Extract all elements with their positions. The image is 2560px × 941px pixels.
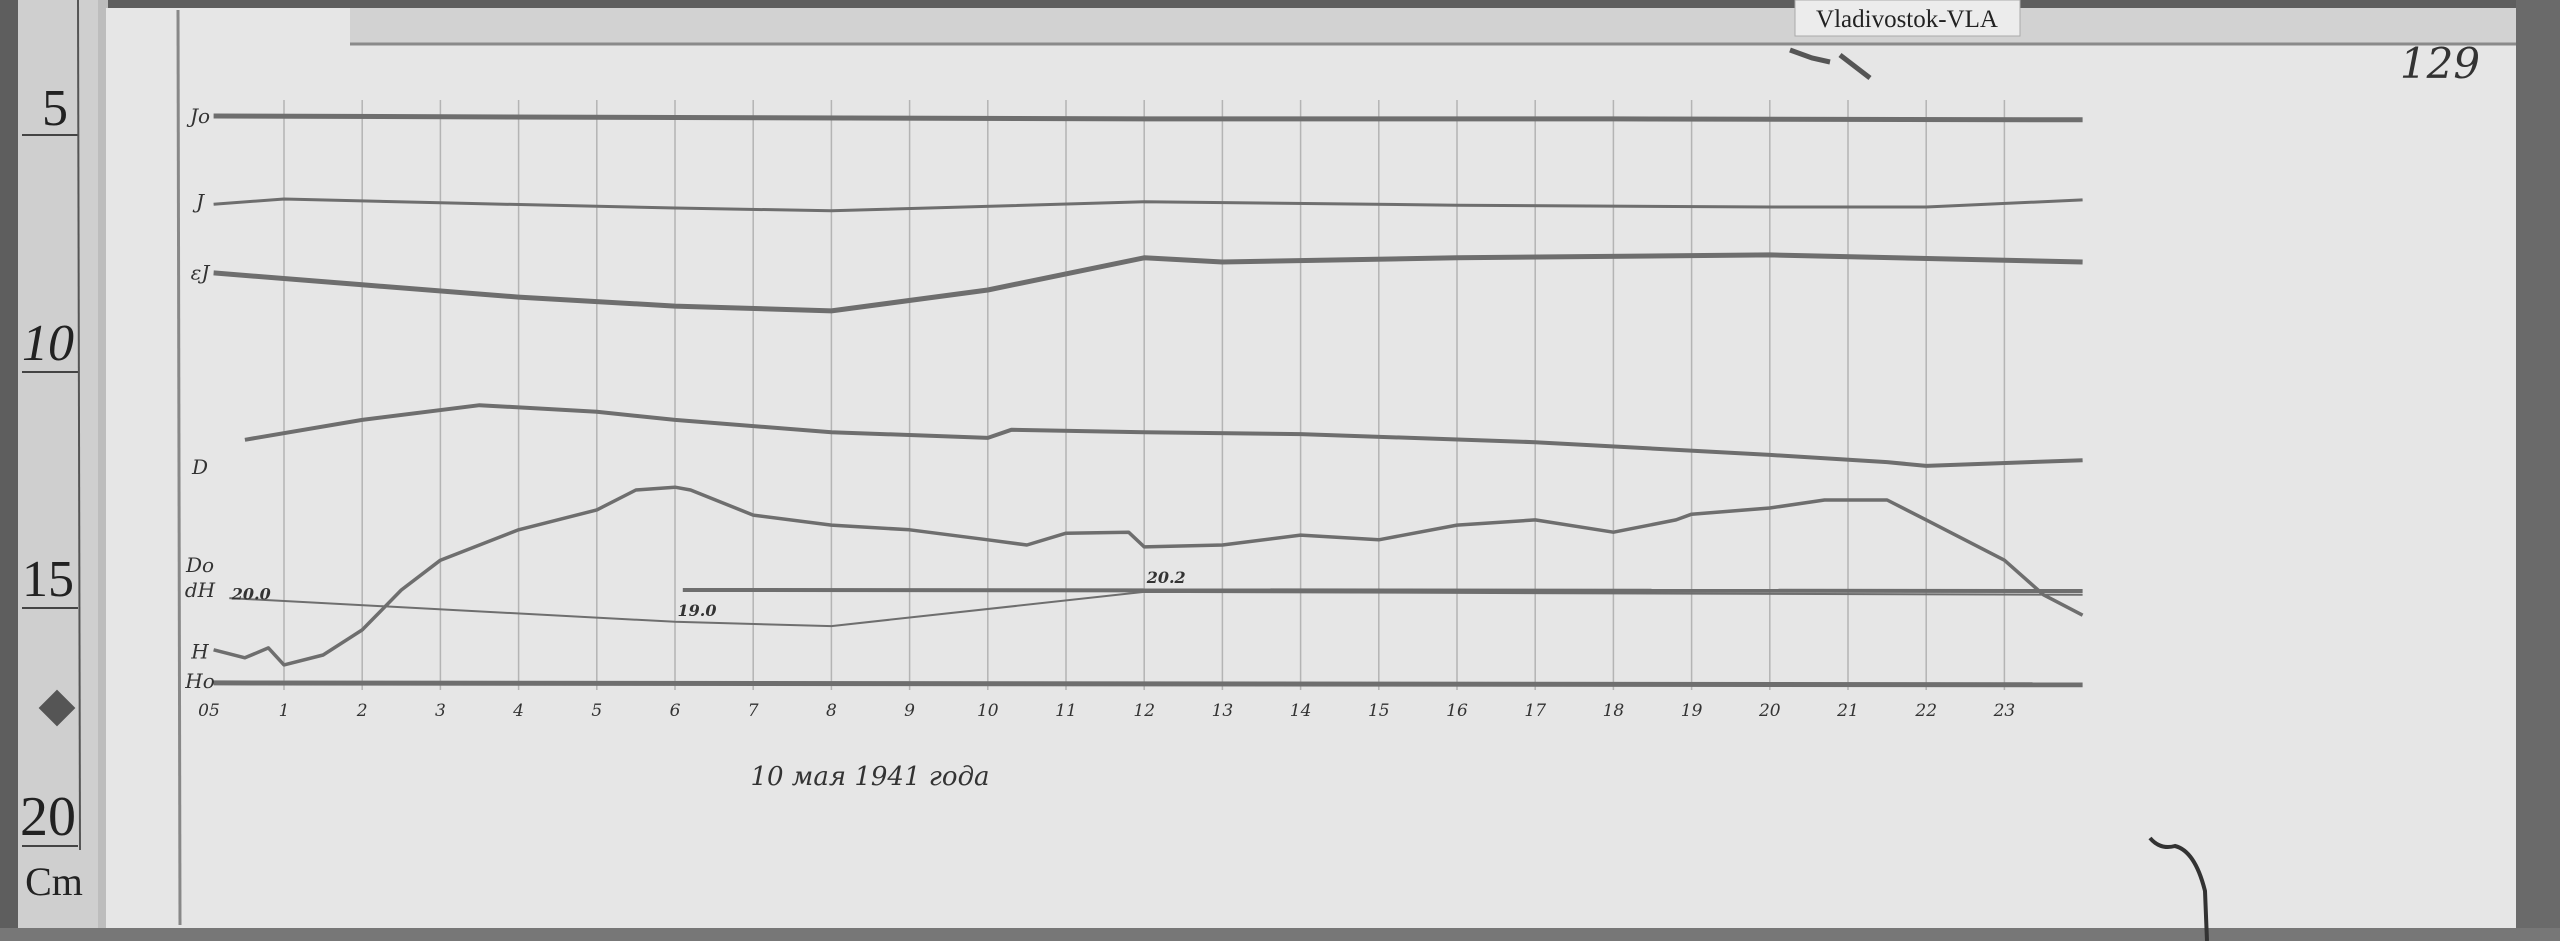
x-tick-label: 8 xyxy=(826,701,837,721)
sheet-number: 129 xyxy=(2400,39,2480,88)
x-tick-label: 15 xyxy=(1368,701,1390,721)
baseline-label: dH xyxy=(185,578,216,602)
trace-3 xyxy=(244,403,2083,468)
x-tick-label: 5 xyxy=(591,701,602,721)
x-tick-label: 4 xyxy=(512,701,524,721)
traces xyxy=(213,113,2084,688)
x-tick-label: 11 xyxy=(1055,701,1077,721)
x-tick-label: 7 xyxy=(748,701,759,721)
hour-tick-labels: 05 1 2 3 4 5 6 7 8 9 10 11 12 13 14 15 16 17 18 19 20 21 22 23 xyxy=(198,701,2015,721)
x-tick-label: 20 xyxy=(1758,701,1781,721)
baseline-label: H xyxy=(190,640,209,664)
top-tape xyxy=(350,8,2516,44)
ruler-strip xyxy=(18,0,98,941)
annotation-label: 19.0 xyxy=(678,601,717,620)
ink-mark xyxy=(1789,47,1872,80)
baseline-label: Ho xyxy=(184,669,214,693)
x-tick-label: 6 xyxy=(670,701,681,721)
x-tick-label: 22 xyxy=(1914,701,1937,721)
station-tag: Vladivostok-VLA xyxy=(1794,0,2021,37)
x-tick-label: 19 xyxy=(1681,701,1703,721)
baseline-label: J xyxy=(192,189,205,213)
x-tick-label: 3 xyxy=(435,701,446,721)
paper-edge xyxy=(98,0,108,941)
ruler-seal-icon xyxy=(38,689,76,727)
right-margin xyxy=(2516,0,2560,941)
x-tick-label: 23 xyxy=(1993,701,2016,721)
x-tick-label: 9 xyxy=(904,701,915,721)
bottom-margin xyxy=(0,928,2560,941)
left-axis-line xyxy=(176,9,182,926)
ruler-mark-15: 15 xyxy=(22,551,74,608)
annotations: 20.0 19.0 20.2 xyxy=(231,568,1186,620)
ruler-mark-10: 10 xyxy=(22,315,74,372)
x-tick-label: 10 xyxy=(977,701,999,721)
x-tick-label: 12 xyxy=(1133,701,1155,721)
baseline-label: εJ xyxy=(191,260,211,284)
ruler-mark-20: 20 xyxy=(20,786,76,848)
x-tick-label: 13 xyxy=(1212,701,1234,721)
trace-5 xyxy=(229,590,2083,628)
paper-sheet xyxy=(106,8,2516,928)
thread-mark xyxy=(2148,836,2209,941)
x-tick-label: 16 xyxy=(1446,701,1468,721)
ruler-unit: Cm xyxy=(25,859,83,904)
x-tick-label: 1 xyxy=(279,701,290,721)
baseline-label: Do xyxy=(185,553,214,577)
trace-2 xyxy=(213,252,2083,314)
station-tag-text: Vladivostok-VLA xyxy=(1816,6,1998,33)
trace-7 xyxy=(213,680,2083,688)
date-caption: 10 мая 1941 года xyxy=(750,762,989,792)
x-tick-label: 2 xyxy=(356,701,368,721)
trace-1 xyxy=(213,197,2083,213)
trace-0 xyxy=(213,113,2083,123)
trace-6 xyxy=(682,588,2083,593)
x-tick-label: 14 xyxy=(1290,701,1312,721)
baseline-label: Jo xyxy=(186,104,210,128)
annotation-label: 20.0 xyxy=(231,585,271,604)
x-tick-label: 21 xyxy=(1836,701,1859,721)
trace-4 xyxy=(213,485,2084,667)
x-tick-label: 18 xyxy=(1603,701,1625,721)
ruler-mark-5: 5 xyxy=(42,80,68,137)
annotation-label: 20.2 xyxy=(1146,568,1186,587)
x-tick-label: 17 xyxy=(1524,701,1546,721)
baseline-label: D xyxy=(191,455,208,479)
ruler: 5 10 15 20 Cm xyxy=(20,0,83,904)
x-tick-label: 05 xyxy=(198,701,220,721)
